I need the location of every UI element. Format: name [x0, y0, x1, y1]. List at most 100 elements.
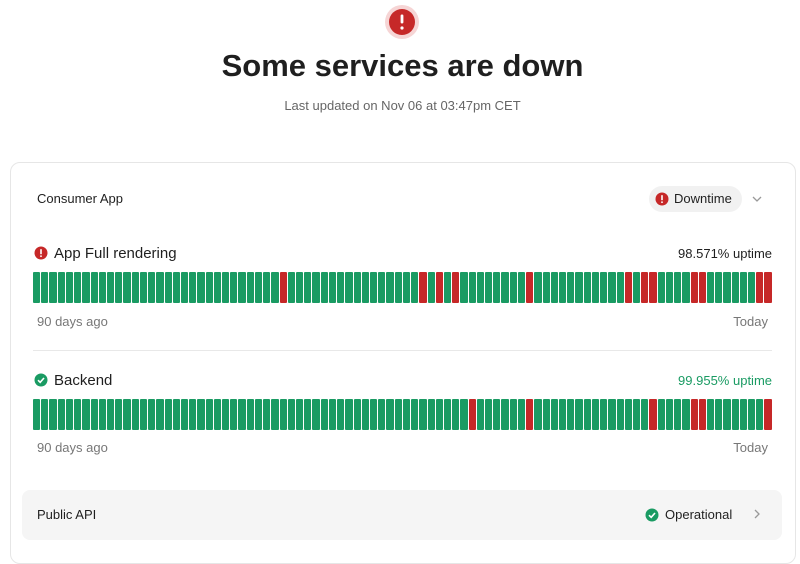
day-bar[interactable]	[534, 399, 542, 430]
day-bar[interactable]	[682, 399, 690, 430]
day-bar[interactable]	[682, 272, 690, 303]
day-bar[interactable]	[509, 399, 517, 430]
day-bar[interactable]	[608, 399, 616, 430]
day-bar[interactable]	[205, 399, 213, 430]
day-bar[interactable]	[148, 399, 156, 430]
day-bar[interactable]	[517, 272, 526, 303]
day-bar[interactable]	[427, 399, 435, 430]
day-bar[interactable]	[230, 272, 238, 303]
day-bar[interactable]	[419, 399, 427, 430]
day-bar[interactable]	[106, 272, 115, 303]
day-bar[interactable]	[567, 272, 575, 303]
day-bar[interactable]	[485, 399, 493, 430]
day-bar[interactable]	[254, 272, 263, 303]
day-bar[interactable]	[296, 399, 304, 430]
day-bar[interactable]	[706, 272, 715, 303]
day-bar[interactable]	[98, 399, 106, 430]
day-bar[interactable]	[320, 272, 328, 303]
day-bar[interactable]	[452, 272, 460, 303]
day-bar[interactable]	[600, 272, 608, 303]
day-bar[interactable]	[82, 272, 90, 303]
day-bar[interactable]	[205, 272, 213, 303]
day-bar[interactable]	[665, 399, 674, 430]
day-bar[interactable]	[263, 272, 271, 303]
day-bar[interactable]	[739, 399, 748, 430]
day-bar[interactable]	[312, 399, 320, 430]
day-bar[interactable]	[476, 272, 485, 303]
day-bar[interactable]	[296, 272, 304, 303]
day-bar[interactable]	[657, 399, 665, 430]
day-bar[interactable]	[657, 272, 665, 303]
day-bar[interactable]	[411, 272, 419, 303]
day-bar[interactable]	[452, 399, 460, 430]
day-bar[interactable]	[115, 399, 123, 430]
day-bar[interactable]	[263, 399, 271, 430]
day-bar[interactable]	[394, 399, 402, 430]
day-bar[interactable]	[600, 399, 608, 430]
day-bar[interactable]	[197, 272, 205, 303]
day-bar[interactable]	[98, 272, 106, 303]
day-bar[interactable]	[493, 399, 501, 430]
day-bar[interactable]	[706, 399, 715, 430]
day-bar[interactable]	[468, 272, 476, 303]
day-bar[interactable]	[41, 399, 49, 430]
day-bar[interactable]	[378, 272, 386, 303]
day-bar[interactable]	[542, 399, 550, 430]
day-bar[interactable]	[353, 272, 361, 303]
day-bar[interactable]	[748, 272, 756, 303]
day-bar[interactable]	[271, 272, 279, 303]
day-bar[interactable]	[238, 399, 246, 430]
day-bar[interactable]	[739, 272, 748, 303]
day-bar[interactable]	[353, 399, 361, 430]
day-bar[interactable]	[82, 399, 90, 430]
day-bar[interactable]	[460, 399, 468, 430]
expand-chevron[interactable]	[751, 193, 763, 205]
day-bar[interactable]	[304, 272, 312, 303]
day-bar[interactable]	[279, 399, 287, 430]
day-bar[interactable]	[378, 399, 386, 430]
day-bar[interactable]	[90, 399, 98, 430]
day-bar[interactable]	[624, 272, 632, 303]
day-bar[interactable]	[443, 272, 452, 303]
day-bar[interactable]	[139, 272, 148, 303]
day-bar[interactable]	[690, 272, 698, 303]
day-bar[interactable]	[320, 399, 328, 430]
day-bar[interactable]	[279, 272, 287, 303]
day-bar[interactable]	[501, 399, 509, 430]
day-bar[interactable]	[41, 272, 49, 303]
day-bar[interactable]	[337, 272, 345, 303]
day-bar[interactable]	[361, 272, 369, 303]
day-bar[interactable]	[756, 272, 764, 303]
day-bar[interactable]	[65, 399, 74, 430]
day-bar[interactable]	[468, 399, 476, 430]
day-bar[interactable]	[764, 272, 772, 303]
day-bar[interactable]	[148, 272, 156, 303]
day-bar[interactable]	[57, 272, 65, 303]
day-bar[interactable]	[304, 399, 312, 430]
day-bar[interactable]	[180, 272, 189, 303]
day-bar[interactable]	[731, 272, 739, 303]
day-bar[interactable]	[550, 272, 558, 303]
day-bar[interactable]	[57, 399, 65, 430]
day-bar[interactable]	[271, 399, 279, 430]
day-bar[interactable]	[345, 272, 353, 303]
day-bar[interactable]	[213, 272, 222, 303]
day-bar[interactable]	[517, 399, 526, 430]
day-bar[interactable]	[723, 272, 731, 303]
expand-chevron[interactable]	[751, 508, 763, 520]
day-bar[interactable]	[485, 272, 493, 303]
day-bar[interactable]	[230, 399, 238, 430]
day-bar[interactable]	[246, 399, 254, 430]
day-bar[interactable]	[49, 272, 57, 303]
day-bar[interactable]	[139, 399, 148, 430]
day-bar[interactable]	[698, 272, 706, 303]
day-bar[interactable]	[156, 399, 164, 430]
day-bar[interactable]	[567, 399, 575, 430]
day-bar[interactable]	[509, 272, 517, 303]
day-bar[interactable]	[106, 399, 115, 430]
day-bar[interactable]	[33, 399, 41, 430]
day-bar[interactable]	[402, 399, 411, 430]
day-bar[interactable]	[715, 272, 723, 303]
day-bar[interactable]	[665, 272, 674, 303]
day-bar[interactable]	[345, 399, 353, 430]
